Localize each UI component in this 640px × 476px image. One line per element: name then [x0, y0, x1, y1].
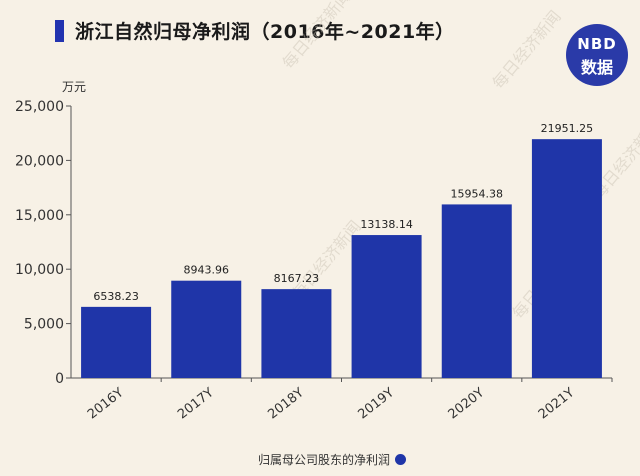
x-tick-label: 2021Y	[536, 385, 578, 422]
watermark: 每日经济新闻	[489, 7, 565, 93]
data-label: 8167.23	[274, 272, 320, 285]
bar	[351, 235, 422, 378]
logo-text-nbd: NBD	[577, 35, 617, 53]
x-tick-label: 2018Y	[265, 385, 307, 422]
x-tick-label: 2017Y	[175, 385, 217, 422]
y-tick-label: 5,000	[24, 317, 64, 333]
y-tick-label: 10,000	[15, 262, 64, 278]
title-accent-bar	[55, 20, 64, 42]
data-label: 13138.14	[360, 218, 413, 231]
nbd-logo-icon: NBD 数据	[566, 24, 628, 86]
legend: 归属母公司股东的净利润	[258, 451, 407, 469]
y-tick-label: 25,000	[15, 99, 64, 115]
logo-text-data: 数据	[580, 58, 613, 77]
data-label: 6538.23	[93, 290, 139, 303]
bar	[171, 280, 242, 378]
y-tick-label: 20,000	[15, 153, 64, 169]
title-bar: 浙江自然归母净利润（2016年~2021年）	[0, 0, 640, 56]
bar	[81, 306, 152, 378]
y-tick-label: 15,000	[15, 208, 64, 224]
data-label: 8943.96	[184, 264, 230, 277]
data-label: 15954.38	[451, 187, 504, 200]
bar	[441, 204, 512, 378]
x-tick-label: 2019Y	[355, 385, 397, 422]
bar	[531, 139, 602, 378]
watermark: 每日经济新闻	[279, 0, 355, 73]
data-label: 21951.25	[541, 122, 594, 135]
bar	[261, 289, 332, 378]
chart-title: 浙江自然归母净利润（2016年~2021年）	[75, 21, 455, 43]
x-tick-label: 2016Y	[85, 385, 127, 422]
y-axis-unit-label: 万元	[62, 80, 86, 94]
x-tick-label: 2020Y	[446, 385, 488, 422]
legend-label: 归属母公司股东的净利润	[258, 453, 391, 467]
legend-marker	[395, 454, 407, 465]
y-tick-label: 0	[55, 371, 64, 387]
